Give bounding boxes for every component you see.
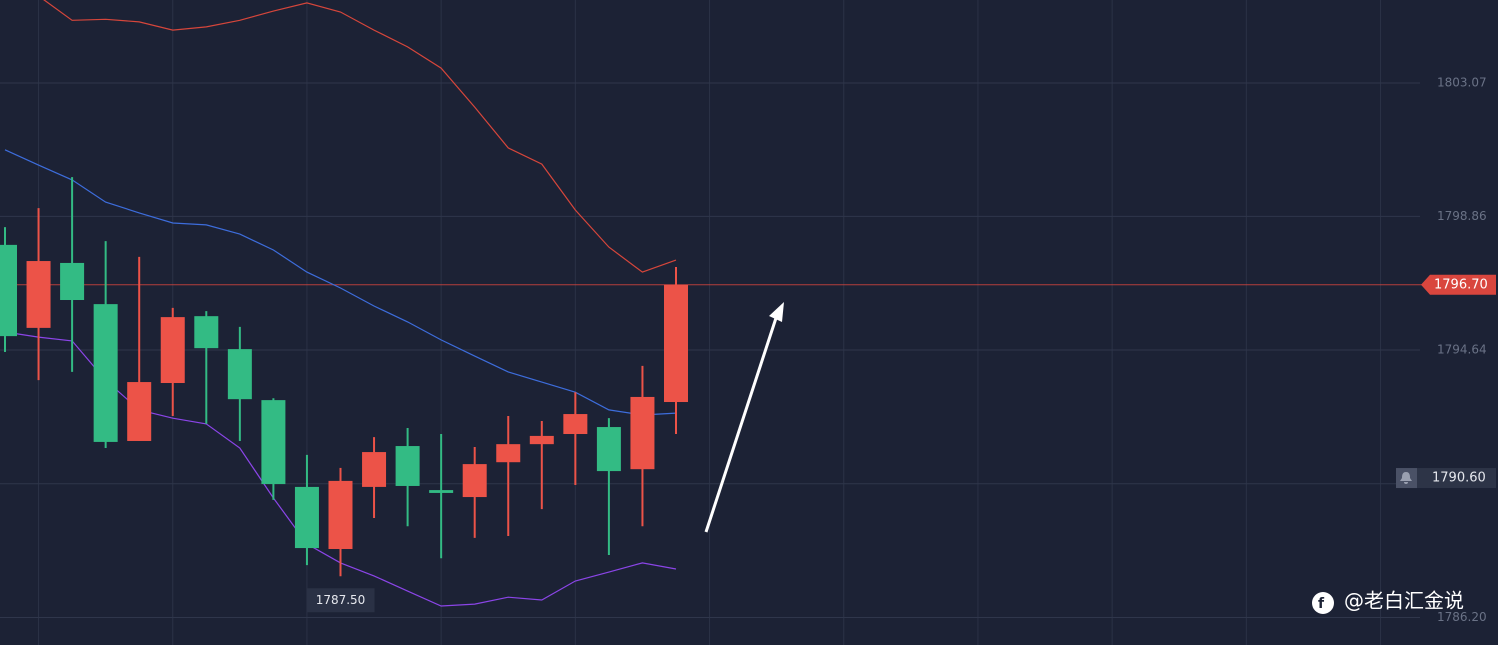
candle-body	[0, 244, 17, 337]
plot	[0, 0, 1422, 607]
candle-body	[294, 486, 319, 549]
candle-body	[261, 400, 286, 485]
candle-body	[429, 490, 454, 493]
y-tick-label: 1786.20	[1437, 610, 1487, 624]
overlay: 1796.70 1790.60 1787.50	[306, 274, 1496, 613]
price-tag	[1421, 274, 1496, 295]
candle-body	[93, 304, 118, 442]
candle-body	[529, 435, 554, 445]
candle-body	[462, 464, 487, 498]
candle-body	[596, 427, 621, 472]
watermark-icon	[1312, 592, 1334, 614]
candle-body	[563, 414, 588, 435]
candle-body	[395, 446, 420, 486]
watermark-icon-glyph: f	[1318, 596, 1325, 612]
alert-label: 1790.60	[1432, 471, 1486, 486]
y-tick-label: 1794.64	[1437, 343, 1487, 357]
candle-body	[194, 316, 219, 349]
price-tag-label: 1796.70	[1434, 277, 1488, 292]
band-line	[43, 0, 677, 273]
candle-body	[227, 349, 252, 400]
alert-bell	[1400, 472, 1412, 485]
trend-arrow-head	[769, 302, 784, 322]
candle-body	[664, 284, 688, 403]
watermark: @老白汇金说	[1344, 589, 1464, 613]
band-line	[4, 149, 677, 416]
low-marker	[306, 588, 375, 613]
y-tick-label: 1798.86	[1437, 209, 1487, 223]
candle-body	[26, 261, 51, 328]
candle-body	[127, 382, 152, 441]
candle-body	[160, 317, 185, 384]
trend-arrow-shaft	[704, 317, 778, 533]
candle-body	[60, 262, 85, 301]
candle-body	[496, 444, 521, 463]
y-tick-label: 1803.07	[1437, 76, 1487, 90]
candle-body	[328, 480, 353, 550]
alert-tag	[1396, 468, 1496, 489]
low-marker-label: 1787.50	[316, 593, 366, 607]
candle-body	[362, 452, 387, 487]
candle-body	[630, 396, 655, 470]
